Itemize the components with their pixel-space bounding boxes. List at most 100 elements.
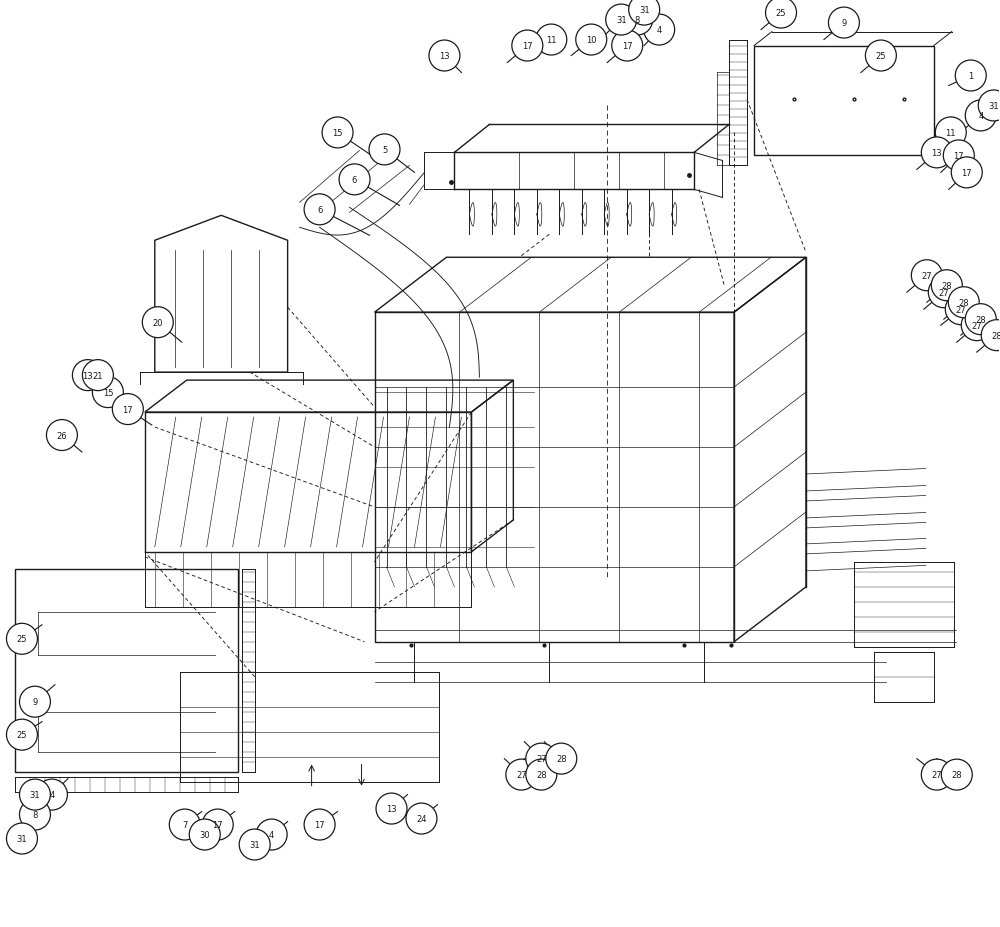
Text: 31: 31 xyxy=(988,102,999,111)
Circle shape xyxy=(369,134,400,166)
Circle shape xyxy=(82,361,113,391)
Circle shape xyxy=(911,260,942,291)
Text: 11: 11 xyxy=(946,129,956,138)
Circle shape xyxy=(304,809,335,840)
Text: 17: 17 xyxy=(314,820,325,829)
Circle shape xyxy=(828,8,859,39)
Circle shape xyxy=(865,41,896,72)
Circle shape xyxy=(19,799,50,831)
Circle shape xyxy=(606,5,637,36)
Text: 13: 13 xyxy=(931,148,942,158)
Circle shape xyxy=(536,25,567,56)
Circle shape xyxy=(169,809,200,840)
Text: 17: 17 xyxy=(622,42,633,51)
Circle shape xyxy=(322,118,353,148)
Circle shape xyxy=(948,287,979,318)
Circle shape xyxy=(6,823,37,854)
Circle shape xyxy=(304,195,335,225)
Text: 15: 15 xyxy=(103,388,113,397)
Text: 27: 27 xyxy=(955,305,966,314)
Circle shape xyxy=(112,394,143,425)
Circle shape xyxy=(36,780,67,810)
Text: 25: 25 xyxy=(876,52,886,61)
Text: 21: 21 xyxy=(93,371,103,380)
Circle shape xyxy=(921,138,952,169)
Circle shape xyxy=(72,361,103,391)
Text: 10: 10 xyxy=(586,36,596,45)
Text: 28: 28 xyxy=(556,755,567,763)
Circle shape xyxy=(526,759,557,790)
Circle shape xyxy=(46,420,77,451)
Text: 27: 27 xyxy=(971,322,982,330)
Text: 27: 27 xyxy=(516,770,527,780)
Circle shape xyxy=(981,321,1000,351)
Text: 11: 11 xyxy=(546,36,557,45)
Text: 17: 17 xyxy=(522,42,533,51)
Circle shape xyxy=(935,118,966,148)
Circle shape xyxy=(6,624,37,654)
Text: 9: 9 xyxy=(841,19,847,28)
Text: 15: 15 xyxy=(332,129,343,138)
Text: 8: 8 xyxy=(635,16,640,25)
Circle shape xyxy=(928,277,959,309)
Text: 13: 13 xyxy=(386,805,397,813)
Circle shape xyxy=(429,41,460,72)
Circle shape xyxy=(506,759,537,790)
Circle shape xyxy=(965,304,996,336)
Text: 17: 17 xyxy=(953,152,964,160)
Circle shape xyxy=(526,743,557,774)
Circle shape xyxy=(189,819,220,850)
Circle shape xyxy=(202,809,233,840)
Circle shape xyxy=(644,15,675,46)
Text: 4: 4 xyxy=(269,831,274,839)
Text: 13: 13 xyxy=(83,371,93,380)
Text: 25: 25 xyxy=(17,730,27,740)
Text: 28: 28 xyxy=(951,770,962,780)
Text: 17: 17 xyxy=(961,169,972,178)
Text: 1: 1 xyxy=(968,72,973,81)
Circle shape xyxy=(965,101,996,132)
Text: 9: 9 xyxy=(32,697,38,706)
Text: 27: 27 xyxy=(931,770,942,780)
Text: 31: 31 xyxy=(616,16,627,25)
Text: 27: 27 xyxy=(536,755,547,763)
Circle shape xyxy=(376,794,407,824)
Text: 13: 13 xyxy=(439,52,450,61)
Text: 4: 4 xyxy=(657,26,662,35)
Circle shape xyxy=(576,25,607,56)
Circle shape xyxy=(546,743,577,774)
Text: 4: 4 xyxy=(49,790,55,799)
Text: 6: 6 xyxy=(317,206,322,214)
Circle shape xyxy=(612,31,643,62)
Circle shape xyxy=(19,780,50,810)
Circle shape xyxy=(943,141,974,171)
Text: 28: 28 xyxy=(941,282,952,290)
Circle shape xyxy=(921,759,952,790)
Text: 25: 25 xyxy=(17,635,27,643)
Circle shape xyxy=(19,687,50,717)
Text: 5: 5 xyxy=(382,146,387,155)
Text: 28: 28 xyxy=(536,770,547,780)
Circle shape xyxy=(256,819,287,850)
Text: 31: 31 xyxy=(639,6,649,15)
Text: 7: 7 xyxy=(182,820,187,829)
Circle shape xyxy=(955,61,986,92)
Text: 28: 28 xyxy=(991,331,1000,340)
Text: 17: 17 xyxy=(123,405,133,414)
Text: 17: 17 xyxy=(212,820,223,829)
Text: 24: 24 xyxy=(416,814,427,823)
Circle shape xyxy=(931,271,962,301)
Text: 4: 4 xyxy=(978,112,983,121)
Text: 27: 27 xyxy=(938,288,949,298)
Circle shape xyxy=(406,803,437,834)
Text: 31: 31 xyxy=(30,790,40,799)
Text: 28: 28 xyxy=(958,298,969,308)
Text: 31: 31 xyxy=(17,834,27,844)
Text: 8: 8 xyxy=(32,810,38,819)
Circle shape xyxy=(766,0,796,29)
Circle shape xyxy=(512,31,543,62)
Text: 30: 30 xyxy=(199,831,210,839)
Circle shape xyxy=(239,829,270,860)
Text: 20: 20 xyxy=(153,318,163,327)
Text: 28: 28 xyxy=(975,315,986,324)
